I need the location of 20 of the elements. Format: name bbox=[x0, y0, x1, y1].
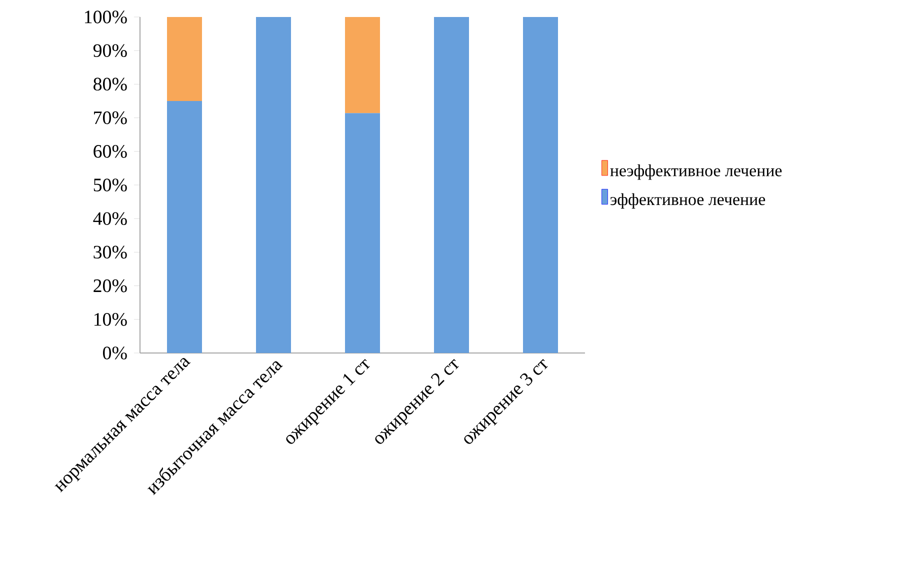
y-tick-label: 100% bbox=[85, 10, 127, 24]
y-tick-label: 80% bbox=[94, 78, 127, 91]
bar bbox=[345, 16, 380, 114]
y-tick-label: 30% bbox=[94, 246, 127, 259]
y-tick-label: 60% bbox=[94, 144, 127, 158]
y-tick-label: 50% bbox=[94, 178, 127, 192]
bar bbox=[434, 16, 469, 353]
y-tick-label: 40% bbox=[93, 212, 127, 226]
bar bbox=[256, 16, 291, 353]
y-tick-label: 20% bbox=[94, 279, 127, 292]
y-tick-label: 70% bbox=[94, 111, 127, 124]
bar bbox=[523, 16, 558, 353]
legend-label: неэффективное лечение bbox=[610, 164, 782, 180]
bar bbox=[345, 113, 380, 353]
y-tick-label: 90% bbox=[93, 44, 127, 58]
bar bbox=[167, 16, 202, 101]
y-tick-label: 0% bbox=[103, 346, 127, 360]
bar bbox=[167, 100, 202, 353]
y-tick-label: 10% bbox=[94, 312, 127, 326]
legend-label: эффективное лечение bbox=[610, 193, 766, 209]
